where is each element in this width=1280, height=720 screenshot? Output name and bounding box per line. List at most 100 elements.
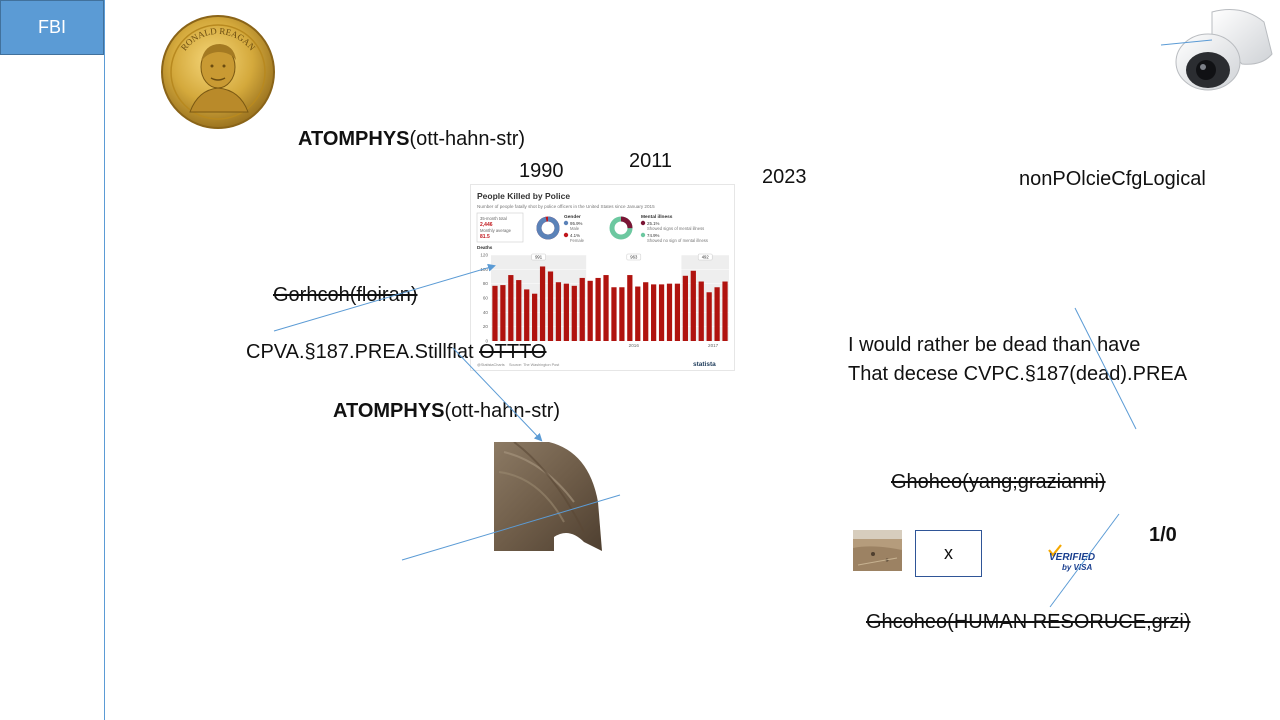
gender-title: Gender xyxy=(564,214,581,220)
female-label: Female xyxy=(570,238,585,243)
mental-title: Mental illness xyxy=(641,214,673,220)
bar xyxy=(563,283,569,341)
x-box[interactable]: x xyxy=(915,530,982,577)
chart-ylabel: Deaths xyxy=(477,245,493,250)
reagan-coin-icon: RONALD REAGAN xyxy=(161,15,275,129)
ghcoheo-label: Ghcoheo(HUMAN RESORUCE,grzi) xyxy=(866,611,1191,633)
y-tick-label: 100 xyxy=(480,267,488,272)
chart-source: Source: The Washington Post xyxy=(509,363,560,367)
female-legend-dot xyxy=(563,232,569,238)
mental-yes-pct: 25.1% xyxy=(647,221,660,226)
callout-label: 991 xyxy=(535,255,543,260)
visa-line-1: VERIFIED xyxy=(1049,552,1095,563)
year-1990: 1990 xyxy=(519,160,564,182)
chart-subtitle: Number of people fatally shot by police … xyxy=(477,204,655,209)
left-divider-line xyxy=(104,0,105,720)
nonpolicie-label: nonPOlcieCfgLogical xyxy=(1019,168,1206,190)
bar xyxy=(690,270,696,341)
gender-donut xyxy=(536,216,560,240)
callout-label: 492 xyxy=(702,255,710,260)
bar-plot-area: 0 20 40 60 80 100 120 991 963 492 2016 2017 xyxy=(480,253,729,348)
gender-donut-male-arc xyxy=(536,216,560,240)
y-tick-label: 80 xyxy=(483,281,489,286)
male-label: Male xyxy=(570,226,580,231)
security-camera-icon xyxy=(1175,9,1273,91)
visa-line-2: by VISA xyxy=(1062,563,1092,572)
year-label: 2016 xyxy=(629,343,640,348)
bar xyxy=(698,281,704,341)
chart-title: People Killed by Police xyxy=(477,191,570,201)
callout-box xyxy=(626,253,642,261)
statista-brand: statista xyxy=(693,361,716,368)
chart-footnote: @StatistaCharts xyxy=(477,363,505,367)
bar xyxy=(706,292,712,341)
fbi-label: FBI xyxy=(37,17,66,37)
mental-no-label: Showed no sign of mental illness xyxy=(647,238,708,243)
quote-line-1: I would rather be dead than have xyxy=(848,334,1141,356)
mental-donut-yes-arc xyxy=(609,216,633,240)
bar xyxy=(587,280,593,341)
bar xyxy=(643,282,649,341)
bar xyxy=(539,266,546,341)
fbi-label-box[interactable]: FBI xyxy=(0,0,104,55)
quote-line-2: That decese CVPC.§187(dead).PREA xyxy=(848,363,1188,385)
y-tick-label: 60 xyxy=(483,296,489,301)
bar xyxy=(500,285,506,341)
male-legend-dot xyxy=(563,220,569,226)
bar xyxy=(555,282,562,341)
mental-illness-donut xyxy=(609,216,633,240)
stat-avg-label: Monthly average xyxy=(480,228,512,233)
callout-box xyxy=(697,253,713,261)
bar xyxy=(524,289,530,341)
bar xyxy=(508,275,514,341)
bar xyxy=(651,284,657,341)
stat-total-value: 2,446 xyxy=(480,222,493,228)
female-pct: 4.1% xyxy=(570,233,580,238)
bar xyxy=(603,275,609,341)
atomphys-label-2: ATOMPHYS(ott-hahn-str) xyxy=(333,400,561,422)
bar xyxy=(714,287,720,341)
bar xyxy=(547,271,554,341)
bar xyxy=(571,285,577,341)
bar xyxy=(666,283,673,341)
bar xyxy=(595,277,601,341)
bar xyxy=(532,293,538,341)
ghoheo-label: Ghoheo(yang;grazianni) xyxy=(891,471,1106,493)
y-tick-label: 120 xyxy=(480,253,488,258)
bar xyxy=(492,285,498,341)
bar xyxy=(627,275,633,341)
ratio-label: 1/0 xyxy=(1149,524,1177,546)
bar xyxy=(722,281,728,341)
bar xyxy=(658,284,665,341)
y-tick-label: 0 xyxy=(485,339,488,344)
callout-label: 963 xyxy=(630,255,638,260)
mental-no-dot xyxy=(640,232,646,238)
mental-yes-dot xyxy=(640,220,646,226)
bar xyxy=(619,287,625,341)
year-2011: 2011 xyxy=(629,150,673,172)
male-pct: 95.9% xyxy=(570,221,583,226)
x-box-label: x xyxy=(944,543,953,563)
callout-box xyxy=(531,253,546,261)
y-tick-label: 20 xyxy=(483,324,489,329)
stat-avg-value: 81.5 xyxy=(480,234,490,240)
year-2023: 2023 xyxy=(762,166,807,188)
mental-yes-label: Showed signs of mental illness xyxy=(647,226,704,231)
bar xyxy=(682,275,688,341)
verified-by-visa-logo: VERIFIED by VISA xyxy=(1048,544,1095,572)
bar xyxy=(674,283,681,341)
chart-svg: People Killed by Police Number of people… xyxy=(476,191,729,368)
gorhcoh-label: Gorhcoh(floiran) xyxy=(273,284,418,306)
atomphys-label-1: ATOMPHYS(ott-hahn-str) xyxy=(298,128,526,150)
mental-no-pct: 74.9% xyxy=(647,233,660,238)
bar xyxy=(611,287,617,341)
bar xyxy=(635,286,641,341)
y-tick-label: 40 xyxy=(483,310,489,315)
hair-photo xyxy=(494,442,602,551)
bar xyxy=(579,277,585,341)
police-killings-chart: People Killed by Police Number of people… xyxy=(470,184,735,371)
stat-total-label: 35-month total xyxy=(480,216,507,221)
desert-thumbnail xyxy=(853,530,902,571)
year-label: 2017 xyxy=(708,343,719,348)
cpva-label: CPVA.§187.PREA.Stillflat OTTTO xyxy=(246,341,547,363)
